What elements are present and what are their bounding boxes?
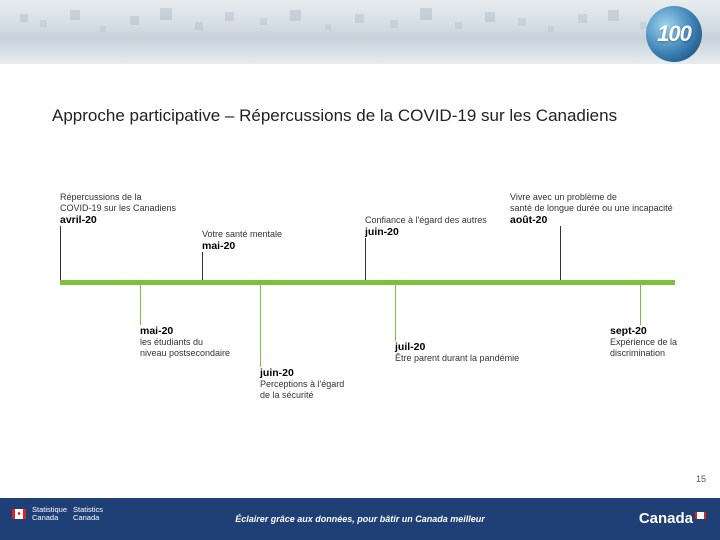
- footer-tagline: Éclairer grâce aux données, pour bâtir u…: [235, 514, 485, 524]
- timeline-label: Vivre avec un problème de santé de longu…: [510, 192, 710, 226]
- canada-wordmark: Canada: [639, 510, 706, 527]
- event-month: mai-20: [202, 240, 322, 252]
- footer: ♦ Statistique Canada Statistics Canada É…: [0, 498, 720, 540]
- timeline-tick: [202, 252, 203, 280]
- event-desc: Perceptions à l'égard de la sécurité: [260, 379, 380, 400]
- timeline-label: juin-20Perceptions à l'égard de la sécur…: [260, 367, 380, 401]
- timeline-label: Répercussions de la COVID-19 sur les Can…: [60, 192, 230, 226]
- timeline-tick: [560, 226, 561, 280]
- timeline-tick: [140, 285, 141, 325]
- event-month: avril-20: [60, 214, 230, 226]
- event-desc: les étudiants du niveau postsecondaire: [140, 337, 260, 358]
- canada-wordmark-text: Canada: [639, 510, 693, 527]
- event-desc: Expérience de la discrimination: [610, 337, 720, 358]
- event-desc: Répercussions de la COVID-19 sur les Can…: [60, 192, 230, 213]
- event-month: juil-20: [395, 341, 565, 353]
- event-desc: Votre santé mentale: [202, 229, 322, 240]
- timeline-tick: [260, 285, 261, 367]
- timeline-tick: [60, 226, 61, 280]
- timeline-tick: [640, 285, 641, 325]
- timeline-tick: [395, 285, 396, 341]
- header-banner: 100: [0, 0, 720, 64]
- banner-globe-icon: 100: [646, 6, 702, 62]
- timeline-label: sept-20Expérience de la discrimination: [610, 325, 720, 359]
- event-month: mai-20: [140, 325, 260, 337]
- statcan-logo: ♦ Statistique Canada Statistics Canada: [12, 506, 103, 522]
- timeline: Répercussions de la COVID-19 sur les Can…: [0, 130, 720, 410]
- statcan-text-en: Statistics Canada: [73, 506, 103, 522]
- event-month: juin-20: [365, 226, 535, 238]
- miniflag-icon: [695, 512, 706, 519]
- timeline-label: juil-20Être parent durant la pandémie: [395, 341, 565, 364]
- banner-decor: [0, 6, 720, 40]
- timeline-tick: [365, 238, 366, 280]
- timeline-axis: [60, 280, 675, 285]
- event-month: sept-20: [610, 325, 720, 337]
- page-number: 15: [696, 474, 706, 484]
- page-title: Approche participative – Répercussions d…: [52, 106, 617, 126]
- banner-globe-number: 100: [657, 21, 691, 47]
- statcan-text-fr: Statistique Canada: [32, 506, 67, 522]
- event-month: août-20: [510, 214, 710, 226]
- flag-icon: ♦: [12, 509, 26, 519]
- event-desc: Être parent durant la pandémie: [395, 353, 565, 364]
- timeline-label: mai-20les étudiants du niveau postsecond…: [140, 325, 260, 359]
- timeline-label: Votre santé mentalemai-20: [202, 229, 322, 252]
- event-month: juin-20: [260, 367, 380, 379]
- event-desc: Vivre avec un problème de santé de longu…: [510, 192, 710, 213]
